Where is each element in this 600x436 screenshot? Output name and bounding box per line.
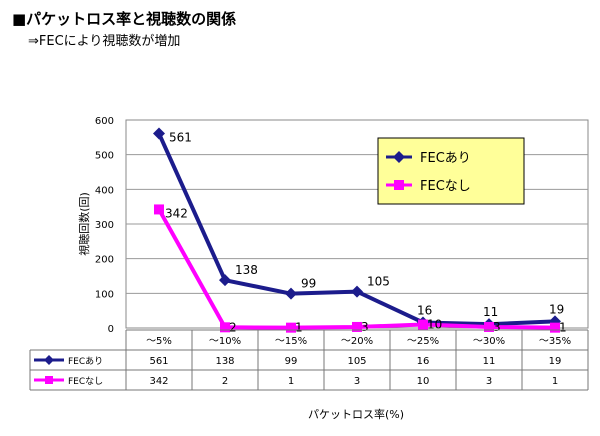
table-cell: 16 [417, 356, 430, 367]
point-square [220, 322, 230, 333]
data-label: 11 [483, 305, 498, 319]
x-tick-label: ～10% [209, 336, 241, 347]
legend-label: FECあり [420, 151, 471, 166]
series-points [153, 127, 561, 333]
legend-marker [393, 151, 405, 163]
table-cell: 19 [549, 356, 562, 367]
point-diamond [351, 285, 363, 298]
x-tick-label: ～15% [275, 336, 307, 347]
x-tick-label: ～35% [539, 336, 571, 347]
y-tick-label: 100 [95, 289, 114, 300]
table-legend-marker [45, 376, 53, 384]
legend-box [377, 137, 525, 205]
point-square [286, 322, 296, 333]
x-tick-label: ～30% [473, 336, 505, 347]
data-label: 138 [235, 263, 258, 277]
data-label: 3 [493, 320, 501, 334]
legend-label: FECなし [420, 179, 471, 194]
table-legend-marker [44, 355, 54, 365]
data-label: 10 [427, 318, 442, 332]
point-diamond [285, 287, 297, 300]
page-subtitle: ⇒FECにより視聴数が増加 [28, 34, 181, 49]
data-label: 99 [301, 277, 316, 291]
table-cell: 1 [288, 376, 294, 387]
data-label: 19 [549, 302, 564, 316]
y-tick-label: 500 [95, 151, 114, 162]
table-cell: 2 [222, 376, 228, 387]
data-label: 1 [295, 321, 303, 335]
y-tick-label: 600 [95, 116, 114, 127]
table-row-label: FECあり [68, 356, 103, 367]
x-tick-label: ～25% [407, 336, 439, 347]
y-axis-title: 視聴回数(回) [77, 192, 91, 256]
y-tick-label: 300 [95, 220, 114, 231]
data-label: 2 [229, 320, 237, 334]
table-cell: 99 [285, 356, 298, 367]
y-tick-label: 400 [95, 185, 114, 196]
data-labels: 561 138 99 105 16 11 19 342 2 1 3 10 3 1 [165, 131, 567, 335]
point-diamond [153, 127, 165, 140]
point-square [484, 321, 494, 332]
table-cell: 342 [149, 376, 168, 387]
table-cell: 3 [354, 376, 360, 387]
table-cell: 561 [149, 356, 168, 367]
table-row-label: FECなし [68, 376, 103, 387]
table-cell: 1 [552, 376, 558, 387]
data-label: 561 [169, 131, 192, 145]
table-cell: 10 [417, 376, 430, 387]
y-tick-label: 200 [95, 255, 114, 266]
table-cell: 3 [486, 376, 492, 387]
legend: FECあり FECなし [377, 137, 525, 205]
table-cell: 11 [483, 356, 496, 367]
legend-marker [394, 180, 404, 190]
data-table: ～5% ～10% ～15% ～20% ～25% ～30% ～35% FECあり 561 138 99… [29, 329, 589, 391]
table-cell: 138 [215, 356, 234, 367]
point-diamond [219, 274, 231, 287]
data-label: 1 [559, 321, 567, 335]
point-square [418, 319, 428, 330]
point-square [154, 204, 164, 215]
point-square [352, 321, 362, 332]
x-tick-label: ～20% [341, 336, 373, 347]
y-tick-label: 0 [108, 324, 114, 335]
data-label: 105 [367, 275, 390, 289]
x-tick-label: ～5% [146, 336, 172, 347]
data-label: 16 [417, 303, 432, 317]
y-tick-labels: 0 100 200 300 400 500 600 [95, 116, 114, 335]
table-cell: 105 [347, 356, 366, 367]
data-label: 3 [361, 320, 369, 334]
page-title: ■パケットロス率と視聴数の関係 [12, 10, 237, 28]
point-square [550, 322, 560, 333]
x-axis-title: パケットロス率(%) [308, 407, 404, 421]
data-label: 342 [165, 206, 188, 220]
